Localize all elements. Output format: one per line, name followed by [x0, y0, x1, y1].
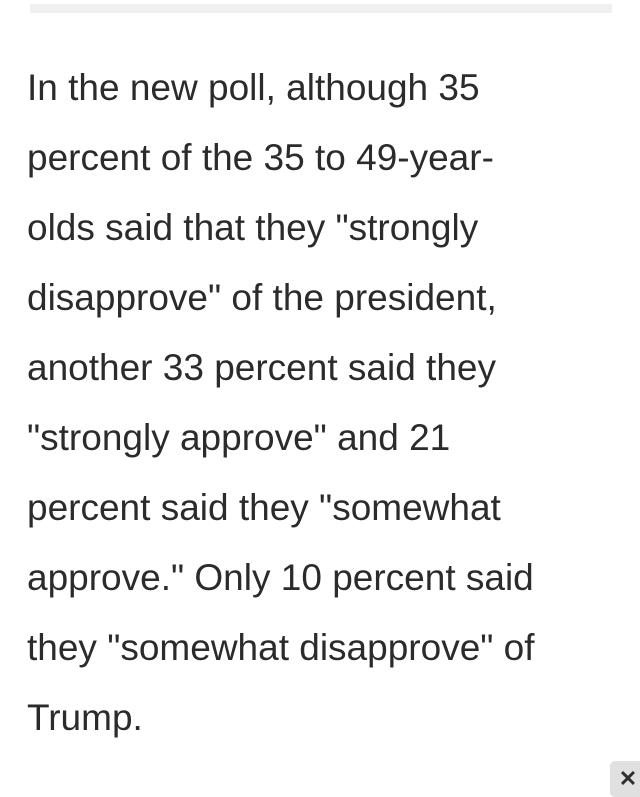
paragraph-line: Trump.: [27, 697, 143, 738]
paragraph-line: approve." Only 10 percent said: [27, 557, 534, 598]
paragraph-line: "strongly approve" and 21: [27, 417, 451, 458]
paragraph-line: another 33 percent said they: [27, 347, 496, 388]
page: { "colors": { "page_bg": "#ffffff", "bar…: [27, 4, 640, 797]
top-divider-bar: [30, 4, 612, 13]
article-paragraph: In the new poll, although 35 percent of …: [27, 53, 632, 753]
paragraph-line: disapprove" of the president,: [27, 277, 497, 318]
ad-close-button[interactable]: ✕: [610, 761, 640, 797]
paragraph-line: olds said that they "strongly: [27, 207, 479, 248]
paragraph-line: In the new poll, although 35: [27, 67, 480, 108]
paragraph-line: they "somewhat disapprove" of: [27, 627, 535, 668]
close-icon: ✕: [618, 766, 638, 791]
paragraph-line: percent said they "somewhat: [27, 487, 501, 528]
paragraph-line: percent of the 35 to 49-year-: [27, 137, 494, 178]
